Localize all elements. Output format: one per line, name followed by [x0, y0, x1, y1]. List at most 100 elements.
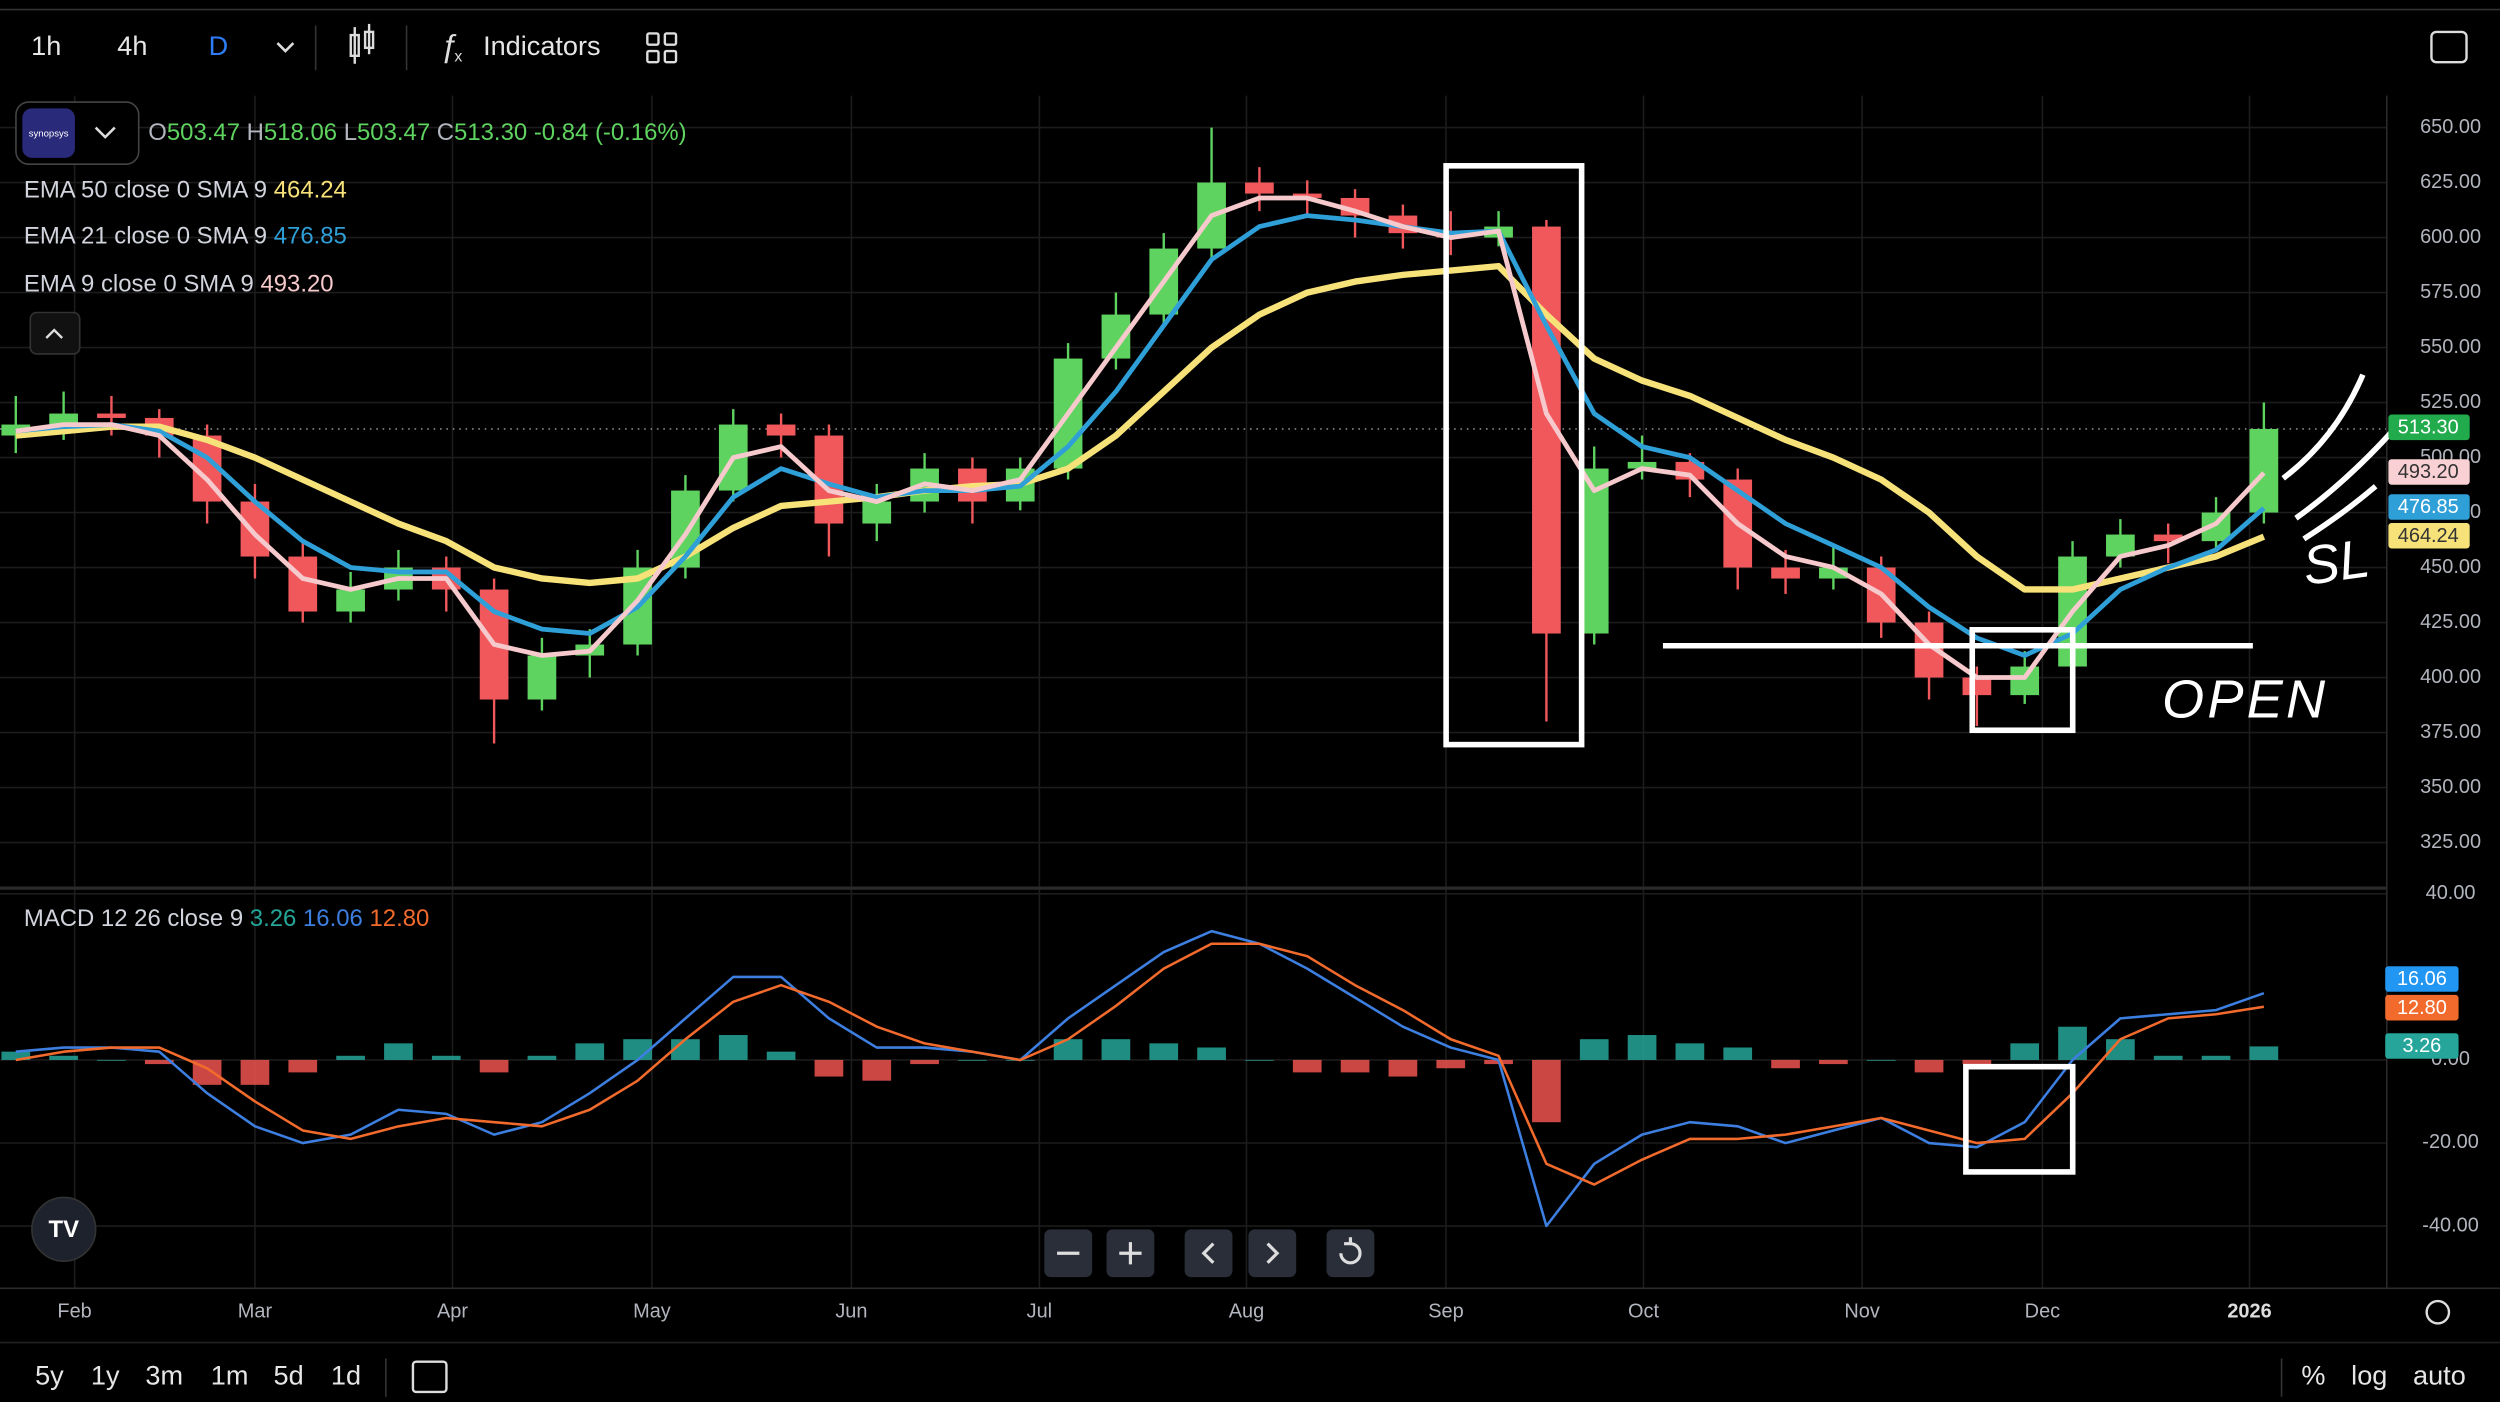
histogram-bar: [431, 1055, 461, 1060]
histogram-bar: [1675, 1043, 1705, 1060]
range-button[interactable]: 1d: [331, 1360, 361, 1391]
histogram-bar: [814, 1059, 844, 1077]
histogram-bar: [1532, 1059, 1561, 1123]
candle-body: [527, 655, 557, 700]
macd-value: 16.06: [303, 905, 363, 932]
histogram-bar: [1579, 1039, 1609, 1060]
histogram-bar: [49, 1055, 78, 1060]
y-tick-label: 650.00: [2420, 116, 2481, 138]
histogram-bar: [1, 1051, 31, 1060]
scroll-left-button[interactable]: [1184, 1229, 1233, 1278]
macd-hist-value: 3.26: [250, 905, 297, 932]
indicator-line: [15, 929, 2265, 1228]
reset-icon[interactable]: [1339, 1237, 1362, 1265]
hist-axis-label: 3.26: [2402, 1035, 2441, 1057]
histogram-bar: [144, 1059, 174, 1065]
interval-dropdown[interactable]: [276, 42, 295, 53]
histogram-bar: [2201, 1055, 2231, 1060]
reset-button[interactable]: [1326, 1229, 1375, 1278]
candle-body: [2106, 534, 2135, 557]
candle-body: [2249, 428, 2279, 513]
scroll-right-icon[interactable]: [1266, 1242, 1280, 1264]
scroll-right-button[interactable]: [1248, 1229, 1297, 1278]
candle-body: [1245, 182, 1274, 194]
range-button[interactable]: 5d: [274, 1360, 304, 1391]
range-button[interactable]: 5y: [35, 1360, 64, 1391]
zoom-in-icon[interactable]: [1119, 1242, 1142, 1265]
last-price-label: 513.30: [2398, 416, 2459, 438]
histogram-bar: [2106, 1039, 2135, 1060]
brand-logo[interactable]: [31, 1196, 97, 1263]
collapse-legend-button[interactable]: [29, 311, 81, 355]
histogram-bar: [910, 1059, 939, 1065]
histogram-bar: [288, 1059, 318, 1073]
histogram-bar: [1101, 1039, 1131, 1060]
macd-label: MACD 12 26 close 9: [24, 905, 243, 932]
indicator-line: [15, 195, 2266, 680]
x-tick-label: Feb: [57, 1300, 91, 1322]
y-tick-label: 375.00: [2420, 721, 2481, 743]
macd-axis-label-bg: [2385, 966, 2459, 992]
y-tick-label: 550.00: [2420, 336, 2481, 358]
histogram-bar: [1245, 1059, 1274, 1061]
x-tick-label: Apr: [437, 1300, 468, 1322]
scale-option[interactable]: %: [2301, 1360, 2325, 1391]
trend-stroke: [2281, 373, 2366, 481]
candle-body: [288, 556, 318, 612]
fullscreen-button[interactable]: [2430, 30, 2468, 64]
histogram-bar: [97, 1059, 126, 1061]
brand-logo-mark: TV: [48, 1216, 79, 1243]
indicator-value: 493.20: [260, 271, 333, 298]
ohlc-value: 503.47: [357, 119, 430, 146]
ohlc-value: 513.30: [454, 119, 527, 146]
candle-body: [49, 413, 78, 425]
candle-body: [1771, 567, 1800, 579]
hist-axis-label-bg: [2385, 1033, 2459, 1059]
fx-icon-sub[interactable]: x: [454, 49, 462, 66]
zoom-controls: [1044, 1229, 1375, 1278]
ohlc-key: C: [437, 119, 454, 146]
indicator-line: [15, 262, 2266, 593]
histogram-bar: [862, 1059, 892, 1081]
y-tick-label: 325.00: [2420, 831, 2481, 853]
chart-type-button[interactable]: [349, 23, 375, 64]
histogram-bar: [527, 1055, 557, 1060]
range-button[interactable]: 1m: [211, 1360, 249, 1391]
ema21-label: 476.85: [2398, 496, 2459, 518]
open-annotation: OPEN: [2162, 669, 2328, 729]
scale-option[interactable]: auto: [2413, 1360, 2466, 1391]
interval-button[interactable]: 1h: [31, 30, 61, 61]
ohlc-legend: O503.47 H518.06 L503.47 C513.30 -0.84 (-…: [148, 119, 686, 146]
highlight-box: [1443, 163, 1585, 748]
change-value: -0.84 (-0.16%): [534, 119, 687, 146]
range-button[interactable]: 1y: [91, 1360, 120, 1391]
interval-button[interactable]: 4h: [117, 30, 147, 61]
indicator-legend: EMA 9 close 0 SMA 9 493.20: [24, 271, 334, 298]
ema9-label-bg: [2388, 459, 2470, 485]
symbol-dropdown[interactable]: [94, 126, 116, 139]
fx-icon[interactable]: ƒ: [440, 27, 458, 63]
settings-button[interactable]: [2425, 1299, 2451, 1325]
trend-stroke: [2302, 484, 2378, 542]
histogram-bar: [2058, 1026, 2087, 1060]
y-tick-label: -40.00: [2422, 1214, 2478, 1236]
scroll-left-icon[interactable]: [1201, 1242, 1215, 1264]
range-button[interactable]: 3m: [145, 1360, 183, 1391]
histogram-bar: [1914, 1059, 1944, 1073]
histogram-bar: [575, 1043, 605, 1060]
ohlc-key: H: [247, 119, 264, 146]
x-tick-label: Sep: [1428, 1300, 1463, 1322]
candle-body: [766, 424, 796, 436]
x-tick-label: Jul: [1027, 1300, 1052, 1322]
y-tick-label: 400.00: [2420, 666, 2481, 688]
layout-button[interactable]: [646, 32, 678, 64]
scale-option[interactable]: log: [2351, 1360, 2387, 1391]
collapse-icon[interactable]: [45, 328, 64, 339]
goto-date-button[interactable]: [411, 1360, 448, 1394]
interval-button-active[interactable]: D: [209, 30, 229, 61]
histogram-bar: [1866, 1059, 1896, 1061]
indicators-button[interactable]: Indicators: [483, 30, 600, 61]
highlight-box: [1969, 627, 2076, 734]
x-tick-label: Dec: [2025, 1300, 2060, 1322]
histogram-bar: [1149, 1043, 1179, 1060]
